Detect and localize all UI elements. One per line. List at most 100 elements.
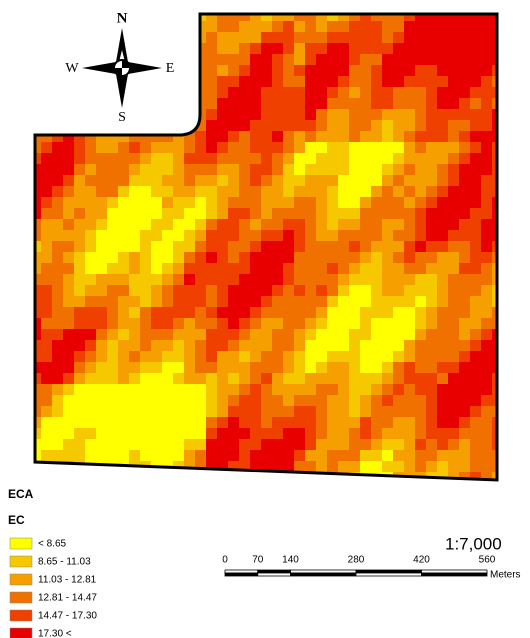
raster-cell (52, 274, 64, 286)
raster-cell (415, 197, 427, 209)
raster-cell (140, 384, 152, 396)
raster-cell (514, 351, 526, 363)
raster-cell (173, 274, 185, 286)
raster-cell (52, 439, 64, 451)
raster-cell (96, 395, 108, 407)
raster-cell (118, 384, 130, 396)
raster-cell (52, 252, 64, 264)
raster-cell (404, 450, 416, 462)
raster-cell (206, 98, 218, 110)
raster-cell (514, 285, 526, 297)
raster-cell (74, 406, 86, 418)
raster-cell (162, 10, 174, 22)
raster-cell (63, 362, 75, 374)
raster-cell (239, 439, 251, 451)
raster-cell (338, 241, 350, 253)
raster-cell (41, 175, 53, 187)
raster-cell (107, 318, 119, 330)
raster-cell (459, 120, 471, 132)
raster-cell (415, 274, 427, 286)
raster-cell (448, 43, 460, 55)
raster-cell (206, 219, 218, 231)
raster-cell (525, 175, 530, 187)
raster-cell (239, 164, 251, 176)
raster-cell (514, 318, 526, 330)
raster-cell (272, 362, 284, 374)
raster-cell (217, 10, 229, 22)
raster-cell (382, 263, 394, 275)
raster-cell (481, 109, 493, 121)
raster-cell (349, 483, 361, 495)
raster-cell (184, 208, 196, 220)
raster-cell (261, 230, 273, 242)
raster-cell (503, 153, 515, 165)
raster-cell (195, 395, 207, 407)
raster-cell (470, 230, 482, 242)
raster-cell (327, 483, 339, 495)
raster-cell (316, 10, 328, 22)
legend: < 8.658.65 - 11.0311.03 - 12.8112.81 - 1… (10, 538, 97, 638)
raster-cell (459, 153, 471, 165)
raster-cell (129, 362, 141, 374)
raster-cell (404, 428, 416, 440)
raster-cell (382, 318, 394, 330)
raster-cell (503, 329, 515, 341)
raster-cell (426, 252, 438, 264)
raster-cell (85, 285, 97, 297)
raster-cell (371, 373, 383, 385)
raster-cell (360, 351, 372, 363)
raster-cell (129, 175, 141, 187)
raster-cell (96, 241, 108, 253)
raster-cell (349, 54, 361, 66)
raster-cell (52, 450, 64, 462)
raster-cell (118, 395, 130, 407)
raster-cell (217, 439, 229, 451)
raster-cell (52, 98, 64, 110)
raster-cell (481, 483, 493, 495)
raster-cell (371, 241, 383, 253)
raster-cell (261, 384, 273, 396)
raster-cell (305, 197, 317, 209)
raster-cell (63, 87, 75, 99)
raster-cell (261, 395, 273, 407)
raster-cell (470, 21, 482, 33)
raster-cell (415, 65, 427, 77)
raster-cell (239, 373, 251, 385)
raster-cell (239, 10, 251, 22)
raster-cell (283, 164, 295, 176)
raster-cell (283, 483, 295, 495)
raster-cell (294, 76, 306, 88)
raster-cell (514, 428, 526, 440)
raster-cell (140, 109, 152, 121)
scale-segment (291, 573, 357, 576)
raster-cell (63, 373, 75, 385)
raster-cell (305, 384, 317, 396)
raster-cell (85, 54, 97, 66)
raster-cell (393, 252, 405, 264)
raster-cell (74, 98, 86, 110)
raster-cell (118, 340, 130, 352)
raster-cell (206, 65, 218, 77)
raster-cell (272, 197, 284, 209)
raster-cell (415, 417, 427, 429)
raster-cell (129, 186, 141, 198)
raster-cell (283, 318, 295, 330)
raster-cell (316, 21, 328, 33)
raster-cell (459, 285, 471, 297)
raster-cell (41, 10, 53, 22)
raster-cell (239, 274, 251, 286)
raster-cell (85, 340, 97, 352)
raster-cell (206, 461, 218, 473)
raster-cell (140, 120, 152, 132)
raster-cell (250, 362, 262, 374)
raster-cell (228, 98, 240, 110)
raster-cell (426, 296, 438, 308)
raster-cell (52, 32, 64, 44)
raster-cell (118, 230, 130, 242)
raster-cell (151, 175, 163, 187)
raster-cell (239, 428, 251, 440)
raster-cell (107, 351, 119, 363)
raster-cell (173, 318, 185, 330)
raster-cell (382, 120, 394, 132)
raster-cell (393, 494, 405, 506)
